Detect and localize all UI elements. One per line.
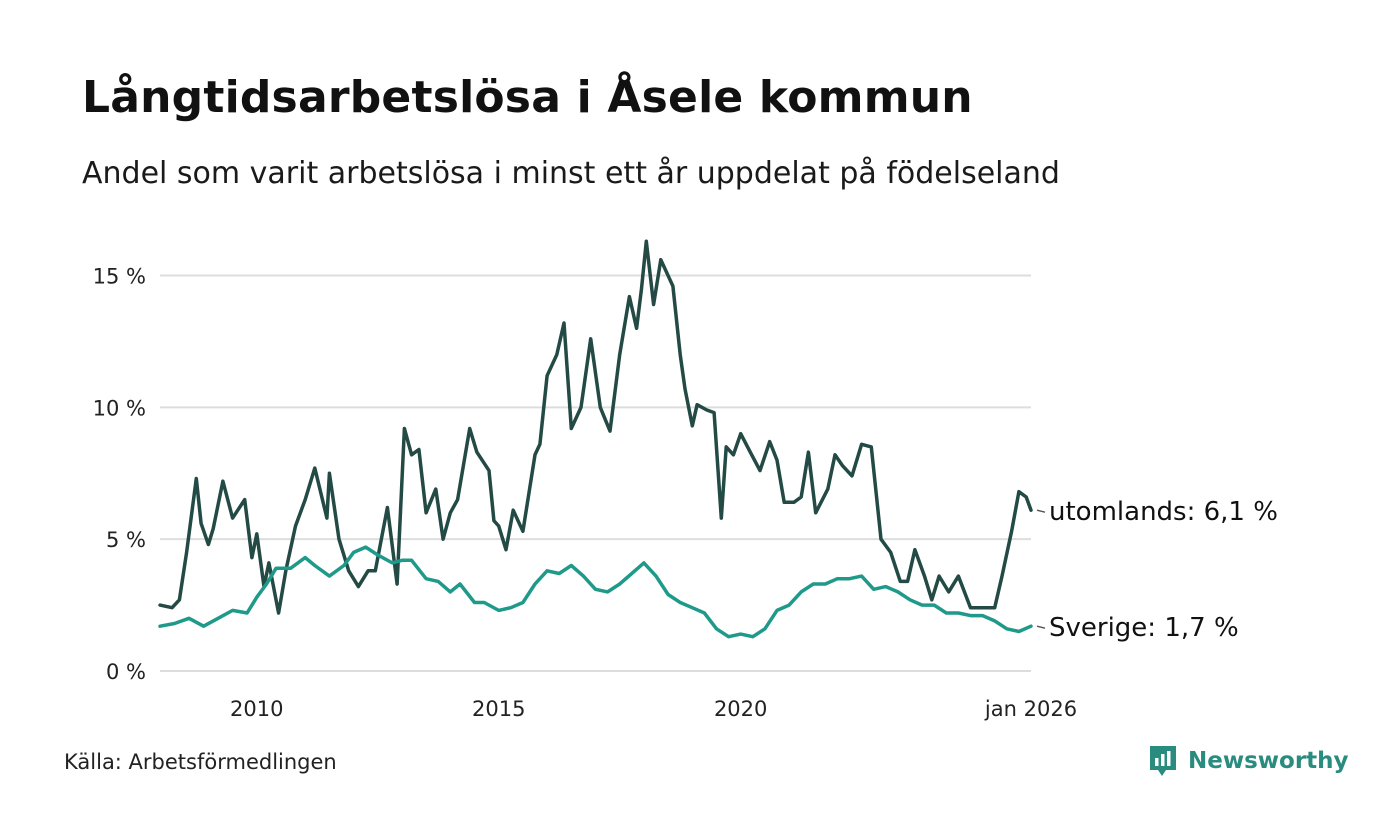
end-label-utomlands: utomlands: 6,1 % [1049, 497, 1278, 527]
x-tick-label: jan 2026 [984, 697, 1077, 721]
source-note: Källa: Arbetsförmedlingen [64, 750, 337, 774]
x-tick-label: 2010 [230, 697, 283, 721]
series-line-sverige [158, 545, 1033, 639]
series [158, 239, 1033, 639]
newsworthy-logo: Newsworthy [1148, 744, 1349, 778]
y-tick-label: 0 % [106, 660, 146, 684]
end-label-sverige: Sverige: 1,7 % [1049, 613, 1239, 643]
y-tick-label: 10 % [93, 396, 146, 420]
x-tick-label: 2020 [714, 697, 767, 721]
newsworthy-logo-icon [1150, 746, 1176, 776]
y-axis-ticks: 0 % 5 % 10 % 15 % [93, 265, 146, 684]
newsworthy-brand-text: Newsworthy [1188, 748, 1349, 774]
end-label-leader [1036, 509, 1046, 513]
gridlines [160, 274, 1031, 672]
chart-subtitle: Andel som varit arbetslösa i minst ett å… [82, 156, 1060, 191]
series-line-utomlands [158, 239, 1033, 615]
x-tick-label: 2015 [472, 697, 525, 721]
y-tick-label: 5 % [106, 528, 146, 552]
chart-title: Långtidsarbetslösa i Åsele kommun [82, 72, 973, 123]
y-tick-label: 15 % [93, 265, 146, 289]
x-axis-ticks: 2010 2015 2020 jan 2026 [230, 697, 1077, 721]
end-labels: utomlands: 6,1 % Sverige: 1,7 % [1036, 497, 1278, 643]
end-label-leader [1036, 625, 1046, 629]
